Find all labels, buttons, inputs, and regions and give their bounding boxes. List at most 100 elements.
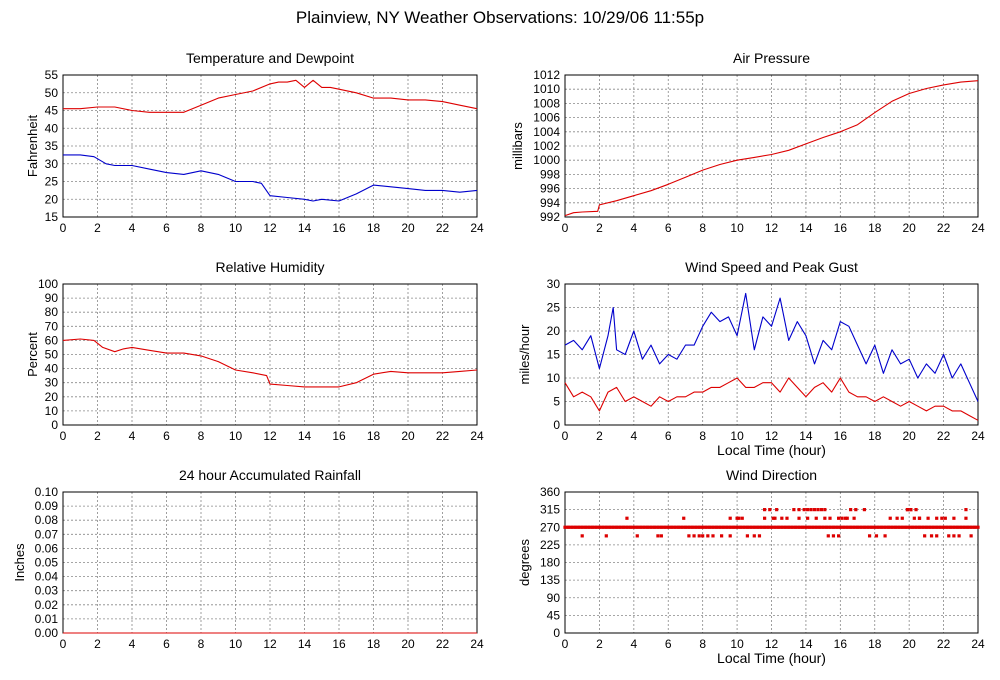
data-point (682, 516, 686, 520)
x-tick-label: 6 (163, 221, 170, 235)
series-line-1 (564, 377, 979, 421)
x-tick-label: 14 (799, 637, 813, 651)
x-tick-label: 8 (198, 429, 205, 443)
data-point (604, 534, 608, 538)
x-tick-label: 12 (765, 429, 779, 443)
x-tick-label: 20 (401, 221, 415, 235)
data-point (635, 534, 639, 538)
y-tick-label: 0 (51, 418, 58, 432)
data-point (812, 508, 817, 512)
data-point (929, 534, 934, 538)
series-line-0 (63, 79, 478, 113)
data-point (656, 534, 660, 538)
data-point (806, 508, 810, 512)
data-point (826, 534, 830, 538)
data-point (840, 516, 844, 520)
y-tick-label: 360 (540, 485, 560, 499)
chart-title: 24 hour Accumulated Rainfall (179, 467, 361, 483)
series-line-0 (564, 292, 979, 402)
data-point (969, 534, 973, 538)
x-tick-label: 20 (902, 221, 916, 235)
plot-frame (564, 283, 979, 426)
data-point (687, 534, 691, 538)
x-tick-label: 18 (367, 429, 381, 443)
data-point (935, 534, 939, 538)
data-point (728, 516, 732, 520)
y-tick-label: 20 (547, 324, 561, 338)
y-tick-label: 25 (45, 175, 59, 189)
x-tick-label: 14 (298, 429, 312, 443)
x-tick-label: 18 (868, 221, 882, 235)
x-tick-label: 10 (730, 221, 744, 235)
y-tick-label: 135 (540, 573, 560, 587)
x-tick-label: 16 (332, 429, 346, 443)
y-tick-label: 55 (45, 68, 59, 82)
data-point (862, 508, 867, 512)
data-point (735, 516, 739, 520)
y-tick-label: 0 (553, 626, 560, 640)
data-point (837, 516, 841, 520)
y-tick-label: 1008 (533, 96, 560, 110)
data-point (914, 508, 918, 512)
series-points (563, 508, 980, 538)
x-tick-label: 4 (129, 221, 136, 235)
data-point (852, 516, 856, 520)
y-tick-label: 50 (45, 86, 59, 100)
data-point (814, 516, 818, 520)
y-tick-label: 25 (547, 301, 561, 315)
y-tick-label: 0.01 (35, 612, 59, 626)
x-tick-label: 10 (229, 637, 243, 651)
x-tick-label: 8 (198, 637, 205, 651)
data-point (867, 534, 872, 538)
data-point (797, 508, 801, 512)
data-point (692, 534, 696, 538)
x-tick-label: 24 (971, 429, 985, 443)
y-tick-label: 10 (45, 404, 59, 418)
data-point (763, 508, 767, 512)
plot-frame (62, 283, 478, 426)
y-tick-label: 0 (553, 418, 560, 432)
x-tick-label: 18 (367, 637, 381, 651)
x-tick-label: 16 (332, 221, 346, 235)
x-tick-label: 22 (436, 637, 450, 651)
x-tick-label: 10 (229, 429, 243, 443)
x-tick-label: 2 (94, 429, 101, 443)
y-tick-label: 0.02 (35, 598, 59, 612)
x-tick-label: 10 (229, 221, 243, 235)
data-point (823, 508, 827, 512)
x-tick-label: 20 (902, 637, 916, 651)
data-point (905, 508, 910, 512)
x-tick-label: 18 (868, 429, 882, 443)
x-tick-label: 24 (971, 637, 985, 651)
y-tick-label: 0.10 (35, 485, 59, 499)
x-tick-label: 14 (799, 429, 813, 443)
data-point (917, 516, 922, 520)
y-tick-label: 30 (45, 376, 59, 390)
y-tick-label: 1012 (533, 68, 560, 82)
plot-frame (62, 74, 478, 218)
data-point (957, 534, 961, 538)
y-tick-label: 30 (45, 157, 59, 171)
x-tick-label: 12 (765, 637, 779, 651)
series-line-1 (63, 154, 478, 202)
y-tick-label: 15 (45, 210, 59, 224)
y-tick-label: 10 (547, 371, 561, 385)
y-tick-label: 0.03 (35, 584, 59, 598)
data-point (728, 534, 732, 538)
x-tick-label: 12 (263, 429, 277, 443)
x-tick-label: 22 (436, 429, 450, 443)
chart-title: Temperature and Dewpoint (186, 50, 354, 66)
data-point (816, 508, 820, 512)
x-tick-label: 18 (868, 637, 882, 651)
y-tick-label: 5 (553, 395, 560, 409)
data-point (745, 534, 750, 538)
data-point (823, 516, 827, 520)
x-tick-label: 14 (298, 637, 312, 651)
x-tick-label: 22 (937, 637, 951, 651)
data-point (831, 534, 836, 538)
data-point (819, 508, 824, 512)
x-tick-label: 0 (60, 637, 67, 651)
y-tick-label: 20 (45, 390, 59, 404)
